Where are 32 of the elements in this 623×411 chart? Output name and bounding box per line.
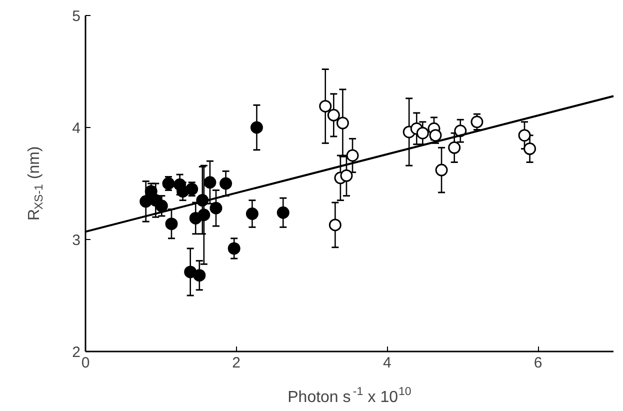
point: [246, 208, 258, 220]
y-tick-label: 4: [72, 120, 80, 137]
point: [416, 126, 429, 140]
x-tick-label: 6: [534, 354, 542, 372]
x-tick-label: 2: [232, 354, 241, 372]
point: [518, 129, 531, 142]
point: [435, 164, 448, 176]
point: [327, 108, 340, 122]
point: [524, 142, 536, 156]
point: [165, 218, 178, 230]
point: [470, 116, 484, 128]
point: [228, 242, 240, 255]
point: [448, 141, 461, 154]
y-tick-label: 3: [72, 232, 80, 249]
point: [155, 200, 168, 212]
point: [204, 176, 216, 189]
point: [210, 202, 222, 214]
point: [328, 218, 342, 232]
y-axis-title: RXS-1 (nm): [26, 146, 46, 221]
x-tick-label: 0: [81, 354, 90, 372]
point: [336, 116, 349, 130]
point: [250, 121, 263, 134]
point: [319, 100, 332, 112]
point: [346, 149, 359, 162]
point: [276, 206, 290, 219]
point: [340, 169, 353, 182]
y-tick-label: 5: [72, 8, 80, 25]
x-tick-label: 4: [383, 354, 392, 372]
point: [220, 177, 232, 190]
y-tick-label: 2: [72, 344, 80, 361]
point: [193, 269, 206, 282]
point: [198, 208, 210, 222]
